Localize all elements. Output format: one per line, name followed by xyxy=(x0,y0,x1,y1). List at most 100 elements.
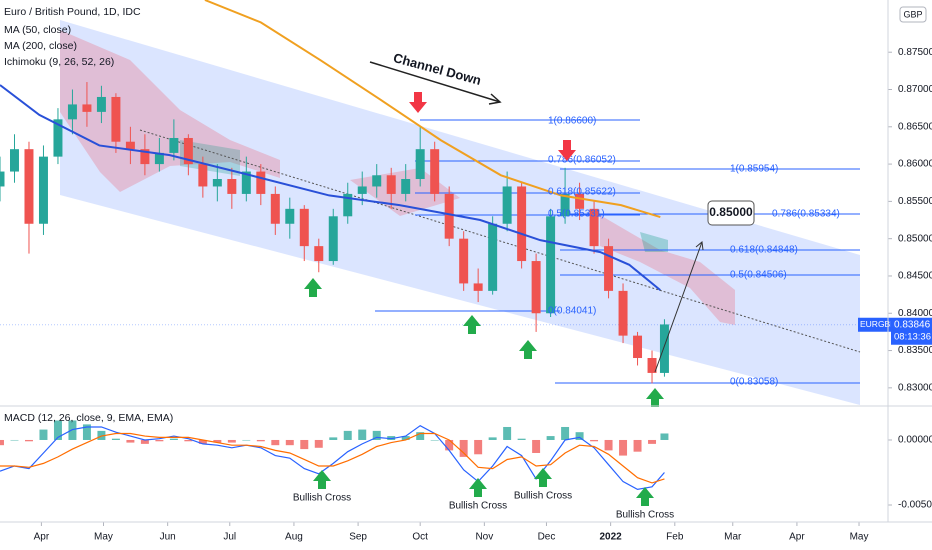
macd-histogram-bar xyxy=(285,439,294,446)
y-tick-label: 0.86500 xyxy=(898,121,932,132)
y-tick-label: 0.86000 xyxy=(898,159,932,170)
y-tick-label: 0.87000 xyxy=(898,84,932,95)
ichimoku-cloud xyxy=(640,232,668,252)
price-label: 0.83846 xyxy=(894,319,931,330)
up-arrow xyxy=(519,340,537,359)
macd-histogram-bar xyxy=(256,439,265,442)
up-arrow xyxy=(646,388,664,407)
macd-histogram-bar xyxy=(82,424,91,440)
macd-histogram-bar xyxy=(416,432,425,440)
down-arrow xyxy=(409,92,427,113)
up-arrow xyxy=(463,315,481,334)
bullish-cross-label: Bullish Cross xyxy=(293,493,351,504)
macd-histogram-bar xyxy=(329,437,338,440)
macd-histogram-bar xyxy=(0,439,4,446)
target-box xyxy=(707,200,755,226)
up-arrow xyxy=(304,278,322,297)
x-tick-label: May xyxy=(94,532,113,543)
x-tick-label: May xyxy=(850,532,869,543)
macd-histogram-bar xyxy=(314,439,323,448)
macd-histogram-bar xyxy=(184,439,193,442)
ichimoku-cloud xyxy=(180,140,240,176)
indicator-legend: Ichimoku (9, 26, 52, 26) xyxy=(4,56,114,68)
candle-body xyxy=(241,171,251,194)
macd-histogram-bar xyxy=(517,438,526,440)
candle-body xyxy=(227,179,237,194)
y-tick-label: 0.84500 xyxy=(898,271,932,282)
candle-body xyxy=(9,149,19,172)
macd-histogram-bar xyxy=(575,432,584,440)
y-tick-label: 0.83500 xyxy=(898,345,932,356)
y-tick-label: -0.00500 xyxy=(898,500,932,511)
macd-title: MACD (12, 26, close, 9, EMA, EMA) xyxy=(4,412,173,424)
candle-body xyxy=(415,149,425,180)
x-tick-label: Jul xyxy=(223,532,236,543)
fib-label: 0.786(0.86052) xyxy=(548,155,616,166)
macd-histogram-bar xyxy=(503,426,512,440)
candle-body xyxy=(169,137,179,153)
candle-body xyxy=(38,156,48,224)
macd-histogram-bar xyxy=(213,439,222,443)
x-tick-label: 2022 xyxy=(600,532,623,543)
macd-histogram-bar xyxy=(561,426,570,440)
macd-histogram-bar xyxy=(401,436,410,440)
macd-histogram-bar xyxy=(97,430,106,440)
macd-histogram-bar xyxy=(24,439,33,442)
channel-arrow xyxy=(369,61,501,103)
x-tick-label: Dec xyxy=(538,532,556,543)
candle-body xyxy=(256,171,266,194)
y-tick-label: 0.83000 xyxy=(898,382,932,393)
candle-body xyxy=(328,216,338,262)
macd-histogram-bar xyxy=(430,439,439,441)
fib-label: 0.5(0.85331) xyxy=(548,209,605,220)
currency-label: GBP xyxy=(903,9,922,19)
symbol-badge xyxy=(858,317,891,332)
candle-body xyxy=(618,290,628,336)
macd-histogram-bar xyxy=(227,439,236,443)
candle-body xyxy=(314,246,324,262)
macd-histogram-bar xyxy=(619,439,628,456)
ichimoku-cloud xyxy=(60,30,280,192)
y-tick-label: 0.87500 xyxy=(898,47,932,58)
candle-body xyxy=(299,208,309,247)
macd-histogram-bar xyxy=(459,439,468,457)
macd-histogram-bar xyxy=(532,439,541,453)
candle-body xyxy=(473,283,483,291)
up-arrow xyxy=(313,470,331,489)
macd-histogram-bar xyxy=(10,439,19,441)
arrow-head xyxy=(695,241,704,251)
symbol-label: EURGBP xyxy=(860,319,896,329)
candle-body xyxy=(0,171,5,187)
candle-body xyxy=(633,335,643,359)
x-tick-label: Oct xyxy=(412,532,428,543)
macd-histogram-bar xyxy=(111,438,120,440)
candle-body xyxy=(659,324,669,373)
candle-body xyxy=(401,179,411,194)
fib-label: 0(0.84041) xyxy=(548,306,596,317)
candle-body xyxy=(67,104,77,120)
candle-body xyxy=(589,208,599,247)
fib-label: 0.786(0.85334) xyxy=(772,209,840,220)
moving-average xyxy=(204,0,661,219)
candle-body xyxy=(96,96,106,112)
macd-histogram-bar xyxy=(300,439,309,450)
bullish-cross-label: Bullish Cross xyxy=(449,501,507,512)
x-tick-label: Apr xyxy=(34,532,50,543)
candle-body xyxy=(560,193,570,217)
x-tick-label: Feb xyxy=(666,532,684,543)
candle-body xyxy=(647,358,657,373)
target-label: 0.85000 xyxy=(709,205,753,219)
indicator-legend: MA (200, close) xyxy=(4,40,77,52)
candle-body xyxy=(140,149,150,165)
macd-line xyxy=(0,424,665,491)
macd-histogram-bar xyxy=(488,437,497,440)
macd-histogram-bar xyxy=(242,439,251,441)
x-tick-label: Apr xyxy=(789,532,805,543)
bullish-cross-label: Bullish Cross xyxy=(616,510,674,521)
projection-arrow xyxy=(654,241,703,373)
candle-body xyxy=(212,179,222,187)
x-tick-label: Aug xyxy=(285,532,303,543)
chart-drawings xyxy=(60,20,861,405)
